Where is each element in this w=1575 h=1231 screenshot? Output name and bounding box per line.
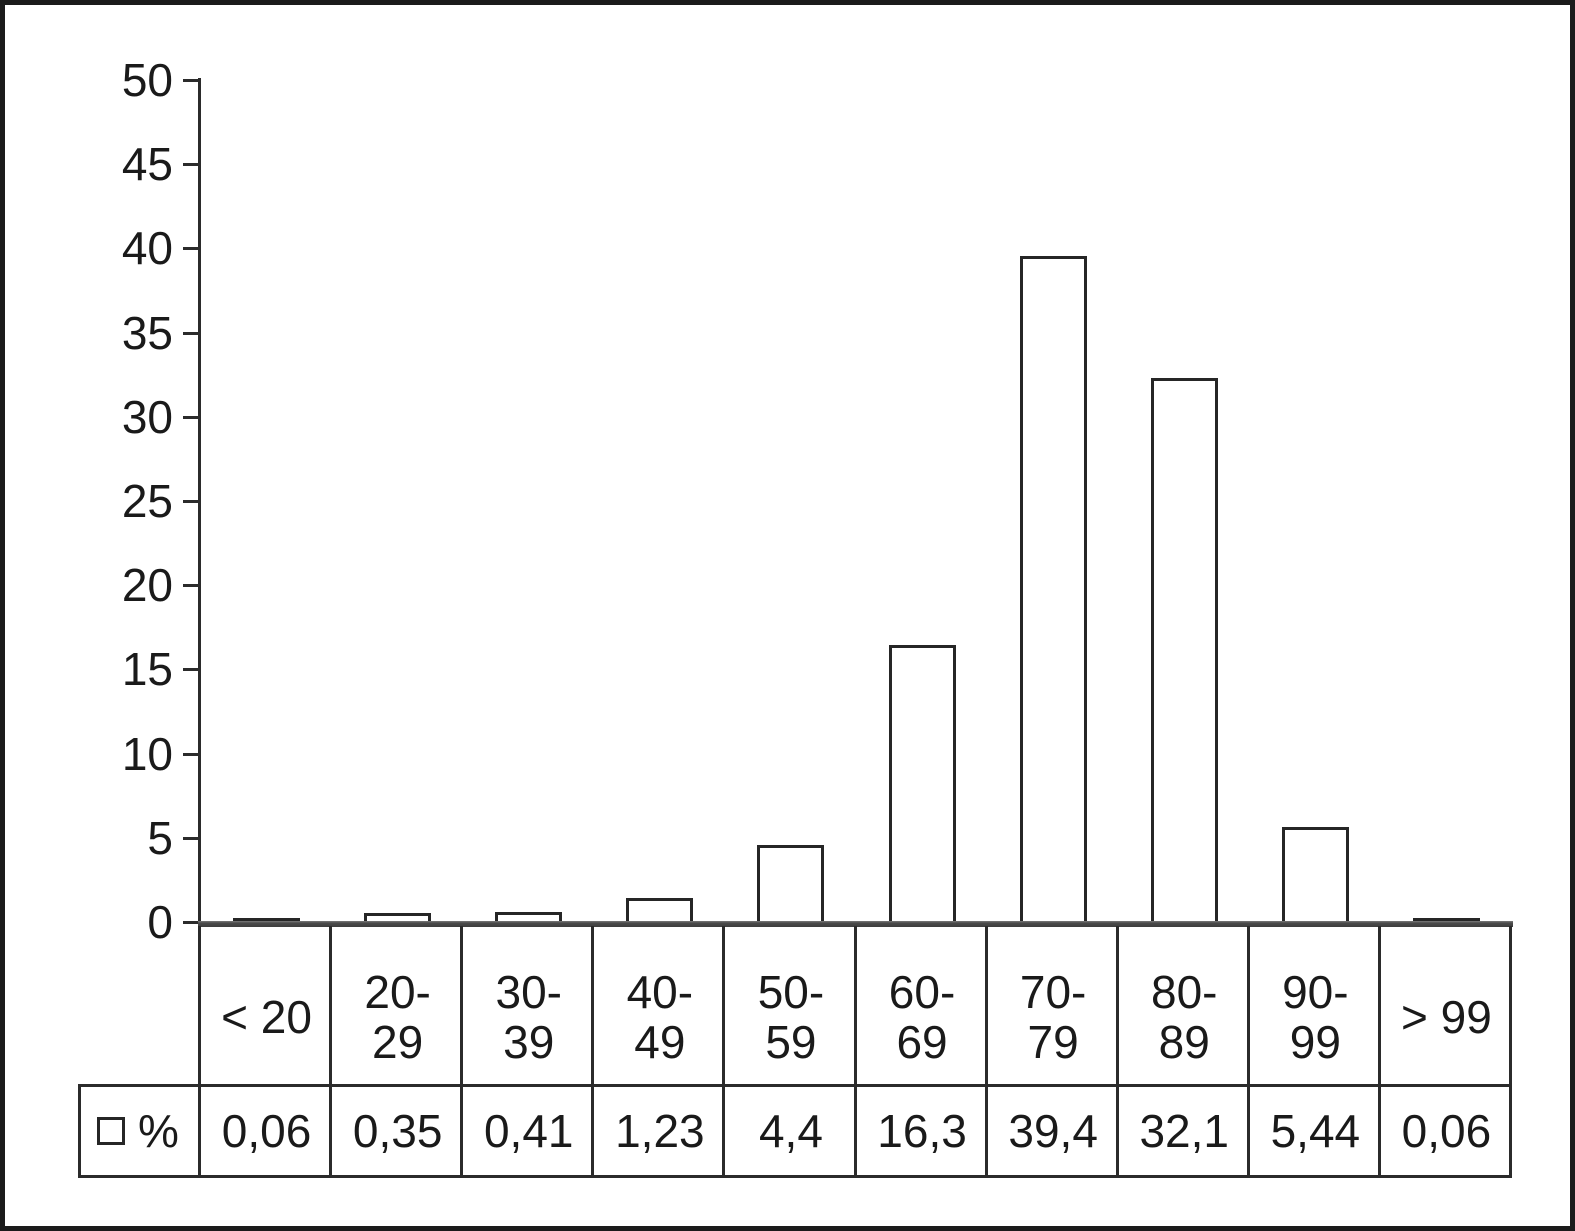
bar <box>1150 378 1218 922</box>
table-column-line <box>1246 926 1250 1178</box>
value-label: 0,41 <box>483 1105 574 1157</box>
table-column-line <box>1115 926 1119 1178</box>
value-label: 16,3 <box>877 1105 967 1157</box>
value-cell: 0,41 <box>463 1087 594 1175</box>
value-label: 39,4 <box>1008 1105 1098 1157</box>
table-column-line <box>984 926 988 1178</box>
value-cell: 0,06 <box>201 1087 332 1175</box>
table-column-line <box>722 926 726 1178</box>
value-label: 4,4 <box>758 1105 823 1157</box>
value-label: 32,1 <box>1139 1105 1229 1157</box>
category-cell: 20- 29 <box>332 926 463 1087</box>
table-column-line <box>329 926 333 1178</box>
category-label: 90- 99 <box>1282 965 1349 1068</box>
value-label: 0,06 <box>1401 1105 1492 1157</box>
legend-cell-left-line <box>78 1084 81 1175</box>
y-axis-tick <box>183 331 198 335</box>
y-axis-tick <box>183 668 198 672</box>
category-cell: 80- 89 <box>1119 926 1250 1087</box>
y-axis-tick <box>183 752 198 756</box>
y-axis-tick-label: 20 <box>121 559 173 612</box>
category-label: 40- 49 <box>626 965 694 1068</box>
y-axis-tick-label: 25 <box>121 475 173 527</box>
category-cell: 60- 69 <box>857 926 988 1087</box>
y-axis-tick-label: 10 <box>121 727 173 780</box>
category-label: 70- 79 <box>1019 965 1087 1068</box>
category-cell: 50- 59 <box>725 926 856 1087</box>
table-column-line <box>591 926 595 1178</box>
value-cell: 39,4 <box>988 1087 1119 1175</box>
y-axis-tick <box>183 415 198 419</box>
bar <box>1412 918 1480 922</box>
value-cell: 4,4 <box>725 1087 856 1175</box>
bar <box>364 913 432 922</box>
y-axis-tick <box>183 921 198 924</box>
y-axis-tick-label: 45 <box>121 138 173 191</box>
value-cell: 32,1 <box>1119 1087 1250 1175</box>
category-cell: > 99 <box>1381 926 1512 1087</box>
table-column-line <box>853 926 857 1178</box>
table-column-line <box>198 926 201 1178</box>
table-column-line <box>1377 926 1381 1178</box>
bar <box>495 912 563 922</box>
legend-cell: % <box>81 1087 195 1175</box>
category-label: 50- 59 <box>757 965 825 1068</box>
y-axis-tick-label: 15 <box>121 643 173 696</box>
table-bottom-line <box>78 1175 1512 1178</box>
value-label: 0,06 <box>221 1105 312 1157</box>
y-axis-tick <box>183 247 198 251</box>
category-cell: < 20 <box>201 926 332 1087</box>
category-label: < 20 <box>221 990 312 1043</box>
bar <box>1019 255 1087 922</box>
y-axis-tick <box>183 836 198 840</box>
category-cell: 70- 79 <box>988 926 1119 1087</box>
value-label: 5,44 <box>1270 1105 1361 1157</box>
legend-label: % <box>138 1105 179 1157</box>
bar <box>233 918 301 922</box>
y-axis-tick <box>183 500 198 503</box>
y-axis-line <box>198 78 201 1178</box>
y-axis-tick-label: 0 <box>147 896 173 948</box>
value-cell: 0,06 <box>1381 1087 1512 1175</box>
bar <box>888 644 956 922</box>
y-axis-tick-label: 35 <box>121 306 173 359</box>
y-axis-tick-label: 50 <box>121 54 173 106</box>
category-label: 30- 39 <box>495 965 562 1068</box>
y-axis-tick-label: 40 <box>121 222 173 275</box>
x-axis-line <box>198 921 1513 927</box>
table-column-line <box>460 926 464 1178</box>
y-axis-tick-label: 30 <box>121 390 173 443</box>
category-label: 20- 29 <box>364 965 431 1068</box>
y-axis-tick <box>183 163 198 167</box>
y-axis-tick <box>183 79 198 82</box>
category-label: 60- 69 <box>888 965 956 1068</box>
category-label: 80- 89 <box>1150 965 1218 1068</box>
category-cell: 90- 99 <box>1250 926 1381 1087</box>
bar <box>626 898 694 922</box>
legend-series-swatch-icon <box>97 1117 126 1145</box>
table-row-line <box>78 1084 1512 1087</box>
value-cell: 5,44 <box>1250 1087 1381 1175</box>
value-cell: 16,3 <box>857 1087 988 1175</box>
bar <box>1281 827 1349 922</box>
y-axis-tick <box>183 584 198 588</box>
y-axis-tick-label: 5 <box>147 811 173 864</box>
value-label: 0,35 <box>352 1105 443 1157</box>
value-cell: 1,23 <box>594 1087 725 1175</box>
table-column-line <box>1509 926 1512 1178</box>
category-label: > 99 <box>1401 990 1492 1043</box>
category-cell: 30- 39 <box>463 926 594 1087</box>
bar <box>757 844 825 922</box>
category-cell: 40- 49 <box>594 926 725 1087</box>
value-cell: 0,35 <box>332 1087 463 1175</box>
value-label: 1,23 <box>615 1105 705 1157</box>
